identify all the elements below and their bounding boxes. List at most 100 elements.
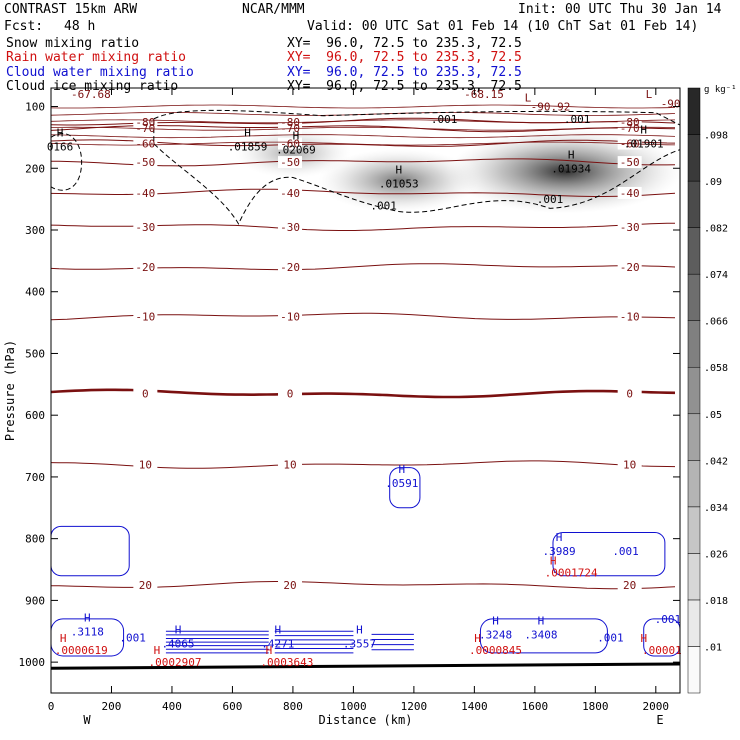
colorbar-level-label: .074 bbox=[704, 270, 728, 281]
temp-label-bg bbox=[278, 387, 303, 400]
snow-max-label: 0166 bbox=[47, 141, 74, 154]
temp-label-bg bbox=[133, 261, 158, 274]
cloud-water-contour bbox=[51, 618, 125, 657]
temp-contour-label: 20 bbox=[283, 579, 296, 592]
field-cloudice-xy: XY= 96.0, 72.5 to 235.3, 72.5 bbox=[287, 79, 522, 94]
cloud-water-max-label: .3557 bbox=[343, 638, 376, 651]
temp-contour-label: -70 bbox=[620, 122, 640, 135]
colorbar-cell bbox=[687, 646, 701, 694]
rain-max-label: .0000845 bbox=[469, 644, 522, 657]
temp-contour-label: -20 bbox=[135, 261, 155, 274]
thermal-extreme-label: L bbox=[646, 88, 653, 101]
colorbar-level-label: .058 bbox=[704, 363, 728, 374]
cloud-water-max-marker: H bbox=[538, 614, 545, 627]
temp-label-bg bbox=[278, 122, 303, 135]
temp-label-bg bbox=[133, 137, 158, 150]
x-tick-label: 400 bbox=[162, 700, 182, 713]
temp-contour-label: 10 bbox=[283, 459, 296, 472]
ground-line bbox=[51, 662, 680, 670]
colorbar-cell bbox=[687, 273, 701, 321]
temp-label-bg bbox=[617, 310, 642, 323]
temp-contour-label: 20 bbox=[623, 579, 636, 592]
forecast-hour: 48 h bbox=[64, 19, 96, 34]
y-axis-label: Pressure (hPa) bbox=[3, 340, 17, 441]
y-tick-label: 500 bbox=[25, 347, 45, 360]
cloud-water-max-marker: H bbox=[356, 624, 363, 637]
valid-time: Valid: 00 UTC Sat 01 Feb 14 (10 ChT Sat … bbox=[307, 19, 699, 34]
temp-label-bg bbox=[133, 156, 158, 169]
cloud-water-max-label: .4271 bbox=[261, 638, 294, 651]
colorbar-level-label: .066 bbox=[704, 317, 728, 328]
temp-label-bg bbox=[278, 261, 303, 274]
y-tick-label: 400 bbox=[25, 286, 45, 299]
cloud-water-max-label: .001 bbox=[119, 631, 146, 644]
temp-label-bg bbox=[133, 122, 158, 135]
temp-contour-label: 10 bbox=[623, 459, 636, 472]
colorbar-level-label: .034 bbox=[704, 503, 728, 514]
temp-label-bg bbox=[617, 261, 642, 274]
temp-contour-label: -20 bbox=[620, 261, 640, 274]
temp-contour-label: -10 bbox=[280, 310, 300, 323]
temp-contour-label: -80 bbox=[280, 116, 300, 129]
plot-frame bbox=[50, 87, 681, 694]
cloud-water-contour bbox=[51, 525, 130, 577]
temp-contour-label: -10 bbox=[135, 310, 155, 323]
temp-contour-label: -40 bbox=[620, 187, 640, 200]
snow-max-label: .01901 bbox=[624, 138, 664, 151]
thermal-extreme-label: -90.92 bbox=[531, 101, 571, 114]
colorbar-level-label: .098 bbox=[704, 131, 728, 142]
cloud-water-contour bbox=[643, 618, 680, 657]
cloud-water-max-marker: H bbox=[398, 463, 405, 476]
cloud-water-contour bbox=[479, 618, 608, 654]
temp-contour-upper-0 bbox=[51, 104, 676, 109]
temp-label-bg bbox=[617, 387, 642, 400]
temp-contour-label: -60 bbox=[620, 138, 640, 151]
cloud-water-max-label: .001 bbox=[597, 631, 624, 644]
x-tick-label: 1400 bbox=[461, 700, 488, 713]
temp-label-bg bbox=[133, 220, 158, 233]
thermal-extreme-label: -67.68 bbox=[71, 88, 111, 101]
temp-contour-label: -40 bbox=[135, 187, 155, 200]
center-name: NCAR/MMM bbox=[242, 2, 305, 17]
temp-label-bg bbox=[617, 458, 642, 471]
rain-max-label: .00001 bbox=[642, 644, 682, 657]
temp-contour-label: -50 bbox=[135, 156, 155, 169]
colorbar-cell bbox=[687, 320, 701, 368]
cloud-water-max-marker: H bbox=[84, 611, 91, 624]
temp-contour-label: -30 bbox=[280, 221, 300, 234]
field-cloudwater-name: Cloud water mixing ratio bbox=[6, 65, 194, 80]
temp-contour-label: -60 bbox=[280, 138, 300, 151]
colorbar-cell bbox=[687, 506, 701, 554]
x-tick-label: 0 bbox=[48, 700, 55, 713]
temp-contour-upper-2 bbox=[51, 119, 676, 124]
temp-contour-label: 0 bbox=[142, 388, 149, 401]
temp-contour-label: -10 bbox=[620, 310, 640, 323]
y-tick-label: 300 bbox=[25, 224, 45, 237]
rain-max-marker: H bbox=[474, 632, 481, 645]
temp-label-bg bbox=[617, 578, 642, 591]
temp-contour-label: 0 bbox=[287, 388, 294, 401]
cloud-water-max-label: .001 bbox=[612, 545, 639, 558]
rain-max-label: .0002907 bbox=[148, 656, 201, 669]
cloud-water-max-marker: H bbox=[175, 624, 182, 637]
snow-max-label: .01859 bbox=[228, 141, 268, 154]
forecast-label: Fcst: bbox=[4, 19, 44, 34]
colorbar-level-label: .026 bbox=[704, 549, 728, 560]
temp-label-bg bbox=[278, 310, 303, 323]
x-tick-label: 1800 bbox=[582, 700, 609, 713]
y-tick-label: 900 bbox=[25, 594, 45, 607]
snow-max-label: .02069 bbox=[276, 144, 316, 157]
snow-max-marker: H bbox=[293, 130, 300, 143]
rain-max-marker: H bbox=[60, 632, 67, 645]
colorbar-unit: g kg⁻¹ bbox=[704, 85, 737, 95]
rain-max-marker: H bbox=[550, 555, 557, 568]
y-tick-label: 800 bbox=[25, 533, 45, 546]
cloud-ice-contour bbox=[153, 109, 680, 225]
colorbar-level-label: .01 bbox=[704, 642, 722, 653]
cloud-water-max-marker: H bbox=[492, 614, 499, 627]
temp-contour-label: -30 bbox=[620, 221, 640, 234]
snow-max-marker: H bbox=[57, 127, 64, 140]
cloud-ice-label: .001 bbox=[537, 193, 564, 206]
colorbar-cell bbox=[687, 180, 701, 228]
